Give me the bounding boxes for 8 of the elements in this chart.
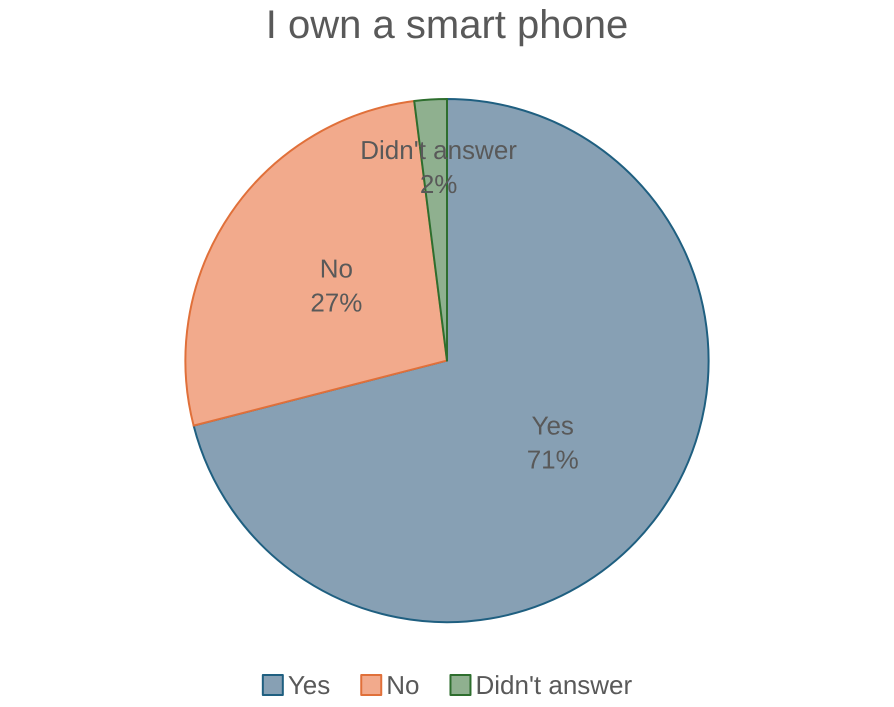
data-label: 27% <box>310 287 362 318</box>
legend-label: Didn't answer <box>475 670 633 700</box>
slice-label: Yes <box>532 410 574 441</box>
legend-label: No <box>386 670 420 700</box>
legend-label: Yes <box>288 670 330 700</box>
data-label: 71% <box>526 444 579 475</box>
chart-title: I own a smart phone <box>266 3 628 47</box>
slice-label: No <box>320 253 353 284</box>
